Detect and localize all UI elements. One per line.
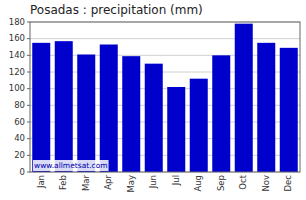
- bar: [100, 45, 118, 173]
- x-tick-label: Nov: [261, 175, 271, 192]
- y-tick-label: 160: [9, 33, 25, 43]
- y-tick-label: 60: [14, 117, 25, 127]
- bar: [145, 64, 163, 172]
- bar: [55, 41, 73, 172]
- bar: [280, 48, 298, 172]
- y-tick-label: 40: [14, 133, 25, 143]
- x-tick-label: Apr: [103, 175, 113, 190]
- y-tick-label: 20: [14, 150, 25, 160]
- x-tick-label: Jul: [171, 175, 181, 186]
- x-tick-label: Mar: [81, 175, 91, 192]
- bar: [212, 55, 230, 172]
- bar: [190, 79, 208, 172]
- x-tick-label: Jan: [36, 175, 46, 189]
- x-tick-label: Jun: [148, 175, 158, 189]
- watermark-background: [33, 160, 109, 171]
- bar: [235, 24, 253, 172]
- bar: [167, 87, 185, 172]
- bars: [32, 24, 298, 172]
- bar: [257, 43, 275, 172]
- x-tick-label: Sep: [216, 175, 226, 191]
- y-tick-label: 120: [9, 67, 25, 77]
- watermark-group: www.allmetsat.com: [33, 160, 109, 171]
- chart-container: Posadas : precipitation (mm) 0 20 40 60 80 100…: [0, 0, 306, 200]
- title: Posadas : precipitation (mm): [30, 3, 203, 17]
- x-tick-label: May: [126, 175, 136, 193]
- x-tick-label: Oct: [238, 174, 248, 189]
- grid-line: [30, 38, 300, 39]
- y-tick-label: 180: [9, 17, 25, 27]
- bar: [77, 55, 95, 173]
- x-tick-label: Dec: [283, 175, 293, 192]
- x-tick-label: Feb: [58, 175, 68, 190]
- x-tick-label: Aug: [193, 175, 203, 192]
- bar: [122, 56, 140, 172]
- chart-svg: Posadas : precipitation (mm) 0 20 40 60 80 100…: [0, 0, 306, 200]
- y-tick-label: 100: [9, 83, 25, 93]
- watermark: www.allmetsat.com: [34, 161, 108, 170]
- plot-frame: [30, 22, 300, 172]
- y-tick-label: 0: [20, 167, 25, 177]
- bar: [32, 43, 50, 172]
- grid: [30, 22, 300, 172]
- y-tick-label: 140: [9, 50, 25, 60]
- y-tick-label: 80: [14, 100, 25, 110]
